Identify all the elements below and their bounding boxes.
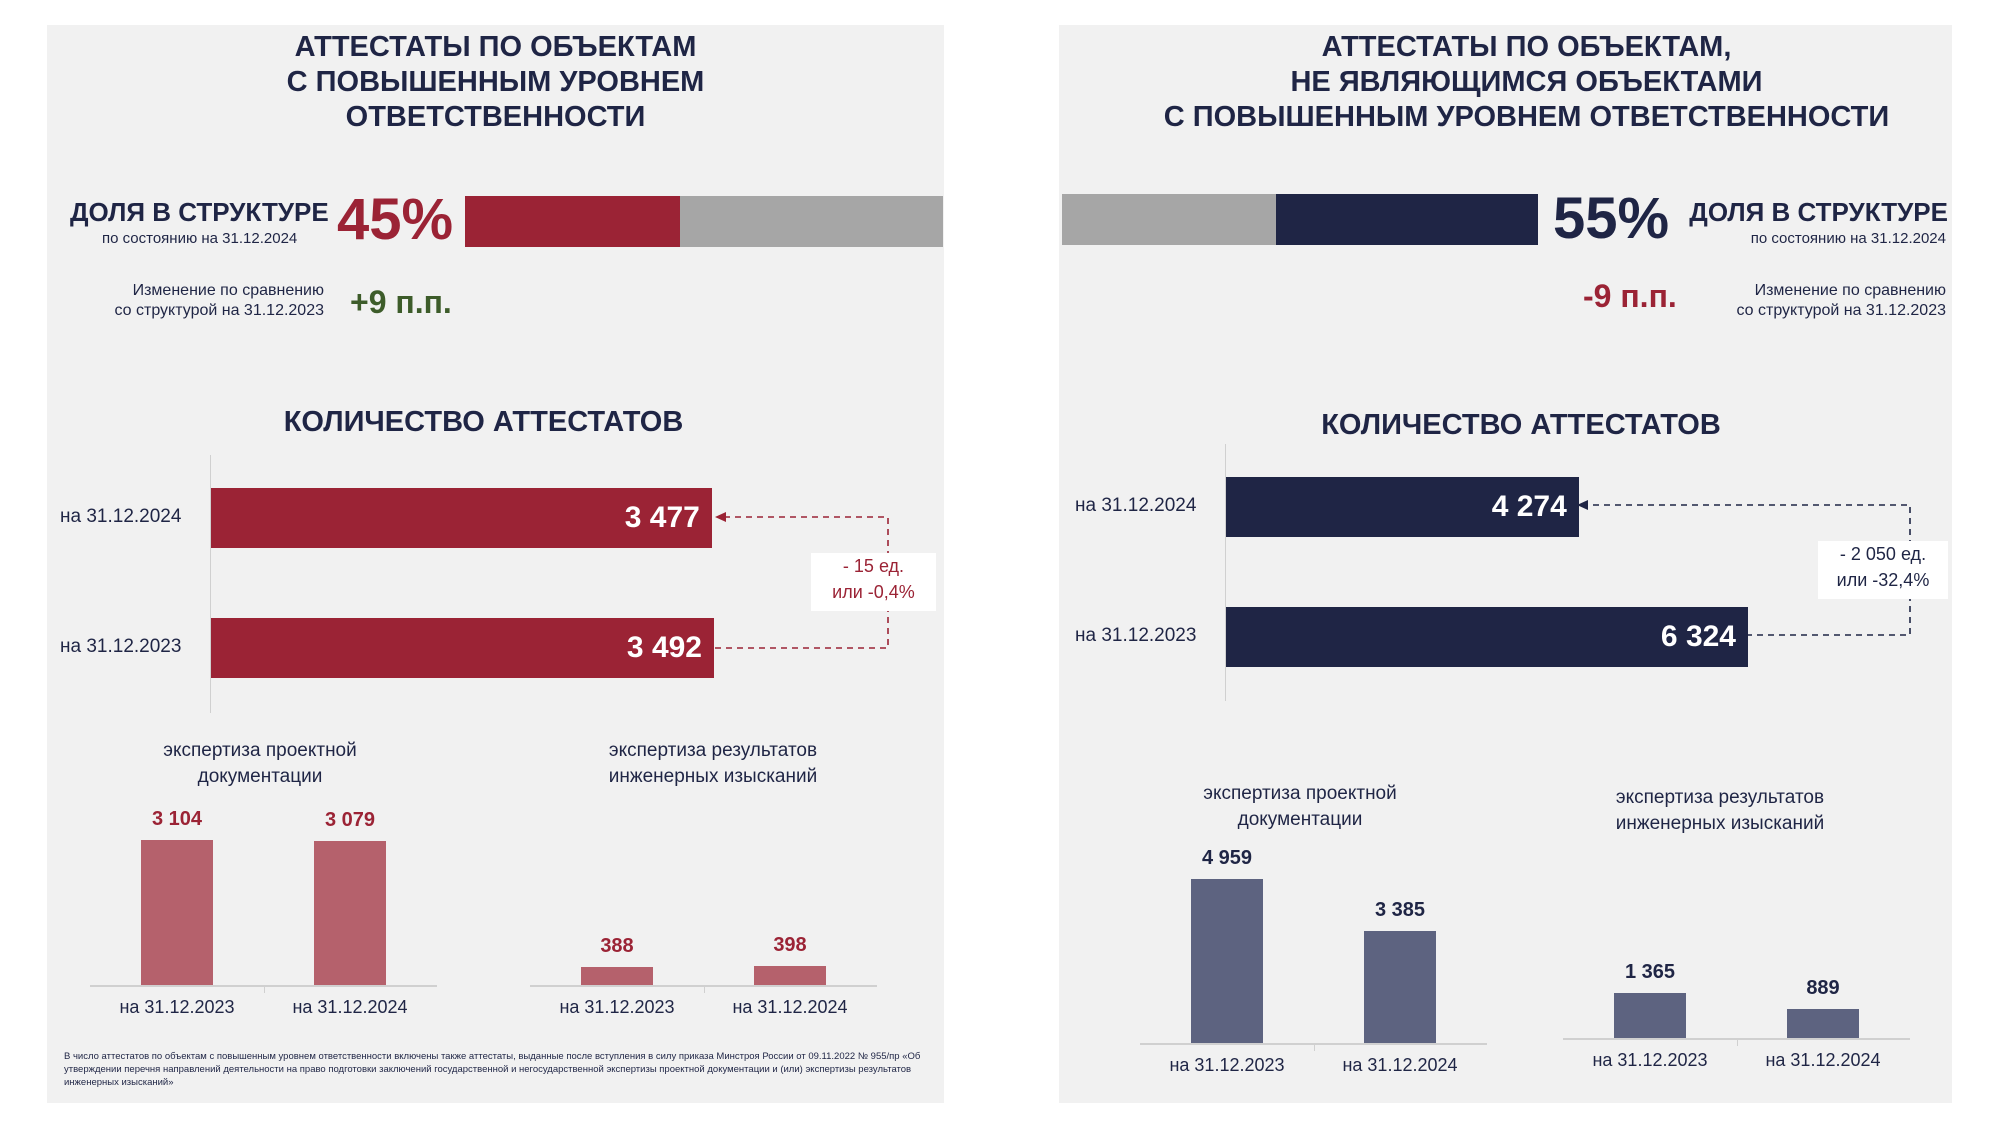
right-share-percent: 55% xyxy=(1553,186,1670,251)
left-share-label: ДОЛЯ В СТРУКТУРЕ xyxy=(70,197,329,227)
right-sub2-bar-value-0: 1 365 xyxy=(1624,960,1676,983)
right-sub2-category-0: на 31.12.2023 xyxy=(1592,1050,1708,1070)
left-change-value: +9 п.п. xyxy=(350,284,452,320)
right-sub2-title: экспертиза результатов инженерных изыска… xyxy=(1615,787,1825,834)
left-footnote: В число аттестатов по объектам с повышен… xyxy=(64,1051,921,1088)
left-sub2-category-0: на 31.12.2023 xyxy=(559,997,675,1017)
right-sub2-bar-0 xyxy=(1614,992,1686,1038)
left-share-fill xyxy=(465,196,681,247)
left-sub1-category-0: на 31.12.2023 xyxy=(119,997,235,1017)
left-sub1-bar-0 xyxy=(141,839,213,985)
right-sub1-bar-value-1: 3 385 xyxy=(1374,898,1426,921)
left-sub2-axis-divider xyxy=(703,985,705,993)
right-sub2-bar-1 xyxy=(1787,1008,1859,1038)
right-hbar-value-1: 6 324 xyxy=(1660,620,1736,653)
right-hbar-label-0: на 31.12.2024 xyxy=(1075,495,1197,516)
left-hbar-0: 3 477 xyxy=(211,488,712,548)
left-sub2-bar-value-0: 388 xyxy=(600,934,634,957)
right-hbar-0: 4 274 xyxy=(1226,477,1579,537)
left-sub1-bar-value-0: 3 104 xyxy=(151,807,203,830)
right-share-label: ДОЛЯ В СТРУКТУРЕ xyxy=(1689,197,1948,227)
left-change-text: Изменение по сравнению со структурой на … xyxy=(114,282,324,319)
left-count-title: КОЛИЧЕСТВО АТТЕСТАТОВ xyxy=(283,406,684,438)
left-hbar-1: 3 492 xyxy=(211,618,714,678)
right-delta-box: - 2 050 ед. или -32,4% xyxy=(1818,541,1948,599)
left-hbar-label-0: на 31.12.2024 xyxy=(60,506,182,527)
left-sub2-bar-0 xyxy=(581,966,653,985)
left-delta-box: - 15 ед. или -0,4% xyxy=(811,553,936,611)
left-delta-connector xyxy=(715,516,889,649)
left-hbar-value-0: 3 477 xyxy=(624,501,700,534)
left-share-percent: 45% xyxy=(337,187,454,252)
right-sub1-category-1: на 31.12.2024 xyxy=(1342,1055,1458,1075)
right-sub2-category-1: на 31.12.2024 xyxy=(1765,1050,1881,1070)
right-sub2-bar-value-1: 889 xyxy=(1806,976,1840,999)
right-sub1-bar-1 xyxy=(1364,930,1436,1043)
left-sub2-bar-1 xyxy=(754,966,826,985)
left-delta-arrowhead xyxy=(715,512,726,522)
left-sub1-category-1: на 31.12.2024 xyxy=(292,997,408,1017)
left-hbar-value-1: 3 492 xyxy=(626,631,702,664)
right-count-title: КОЛИЧЕСТВО АТТЕСТАТОВ xyxy=(1321,409,1721,441)
left-sub2-category-1: на 31.12.2024 xyxy=(732,997,848,1017)
right-share-date: по состоянию на 31.12.2024 xyxy=(1750,230,1946,247)
right-delta-connector xyxy=(1588,504,1911,636)
right-hbar-value-0: 4 274 xyxy=(1491,490,1567,523)
right-sub1-title: экспертиза проектной документации xyxy=(1203,783,1397,830)
left-count-axis xyxy=(210,455,211,713)
right-panel-title: АТТЕСТАТЫ ПО ОБЪЕКТАМ, НЕ ЯВЛЯЮЩИМСЯ ОБЪ… xyxy=(1163,31,1890,133)
left-sub2-bar-value-1: 398 xyxy=(773,934,807,957)
right-share-fill xyxy=(1276,194,1538,245)
left-sub1-bar-value-1: 3 079 xyxy=(324,808,376,831)
right-sub1-axis-divider xyxy=(1313,1043,1315,1051)
right-delta-arrowhead xyxy=(1577,500,1588,510)
right-count-axis xyxy=(1225,444,1226,701)
right-sub1-category-0: на 31.12.2023 xyxy=(1169,1055,1285,1075)
left-sub1-axis-divider xyxy=(263,985,265,993)
left-panel-title: АТТЕСТАТЫ ПО ОБЪЕКТАМ С ПОВЫШЕННЫМ УРОВН… xyxy=(286,31,705,133)
right-hbar-label-1: на 31.12.2023 xyxy=(1075,625,1197,646)
left-sub2-title: экспертиза результатов инженерных изыска… xyxy=(608,740,818,787)
right-sub2-axis-divider xyxy=(1736,1038,1738,1046)
right-change-text: Изменение по сравнению со структурой на … xyxy=(1736,282,1946,319)
right-share-bar xyxy=(1062,194,1538,245)
right-change-value: -9 п.п. xyxy=(1583,278,1677,314)
left-hbar-label-1: на 31.12.2023 xyxy=(60,636,182,657)
left-sub1-title: экспертиза проектной документации xyxy=(163,740,357,787)
left-share-date: по состоянию на 31.12.2024 xyxy=(102,230,298,247)
right-sub1-bar-value-0: 4 959 xyxy=(1201,846,1253,869)
left-sub1-bar-1 xyxy=(314,840,386,985)
right-hbar-1: 6 324 xyxy=(1226,607,1748,667)
left-share-bar xyxy=(465,196,943,247)
right-sub1-bar-0 xyxy=(1191,878,1263,1043)
